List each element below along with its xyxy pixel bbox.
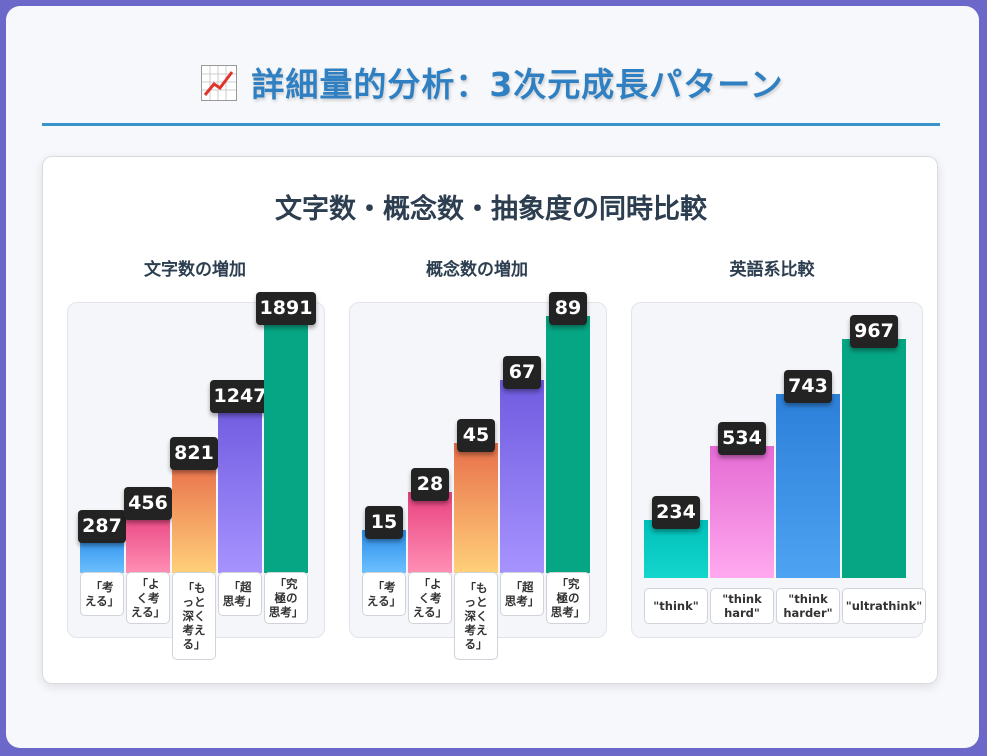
- chart-bar: [264, 316, 308, 573]
- bar-value-label: 1247: [210, 379, 270, 413]
- bar-value-label: 821: [170, 437, 218, 471]
- category-label-line: 「考: [90, 580, 114, 594]
- card-title: 文字数・概念数・抽象度の同時比較: [275, 194, 707, 225]
- chart-panel-english-comparison: 234 "think" 534 "think hard" 743 "think harder"…: [631, 302, 926, 638]
- comparison-card: 文字数・概念数・抽象度の同時比較 文字数の増加 概念数の増加 英語系比較 287…: [42, 156, 938, 684]
- category-label-line: る」: [464, 637, 488, 651]
- chart-bar: [126, 511, 170, 573]
- category-label-line: 考え: [464, 623, 488, 637]
- category-label-line: "think": [653, 599, 699, 613]
- bar-value-label: 743: [784, 370, 832, 404]
- bar-value-label: 89: [549, 292, 587, 325]
- category-label-line: 深く: [182, 609, 206, 623]
- category-label-line: 思考」: [222, 594, 258, 608]
- page-title-text: 詳細量的分析：3次元成長パターン: [251, 65, 784, 104]
- category-label-line: 思考」: [504, 594, 540, 608]
- bar-value-label: 234: [652, 496, 700, 530]
- chart-bar: [218, 403, 262, 573]
- bar-value-label: 28: [411, 468, 449, 502]
- category-label-line: 考え: [182, 623, 206, 637]
- category-label-line: える」: [84, 594, 120, 608]
- category-label-line: 「も: [464, 581, 488, 595]
- category-label: 「超 思考」: [218, 572, 262, 616]
- category-label-line: harder": [783, 606, 833, 620]
- category-label: "think harder": [776, 588, 840, 624]
- chart-panel-concept-count: 15 「考 える」 28 「よ く考 える」 45 「も っと 深く 考え る」 67 「超 思考」 89 「究極…: [349, 292, 607, 660]
- category-label: "think hard": [710, 588, 774, 624]
- category-label: "ultrathink": [842, 588, 926, 624]
- bar-value-label: 15: [365, 505, 403, 539]
- category-label-line: 深く: [464, 609, 488, 623]
- category-label-line: 思考」: [268, 605, 304, 619]
- category-label-line: 思考」: [550, 605, 586, 619]
- category-label-line: る」: [182, 637, 206, 651]
- category-label-line: 「よ: [418, 577, 442, 591]
- chart-bar: [546, 316, 590, 573]
- category-label: 「考 える」: [362, 572, 406, 616]
- bar-value-label: 534: [718, 422, 766, 456]
- category-label-line: "think: [722, 592, 762, 606]
- category-label-line: える」: [366, 594, 402, 608]
- chart-bar: [408, 492, 452, 573]
- category-label-line: 極の: [556, 591, 580, 605]
- chart-bar: [644, 520, 708, 578]
- category-label: 「よ く考 える」: [408, 572, 452, 624]
- category-label: 「も っと 深く 考え る」: [454, 572, 498, 660]
- category-label-line: "ultrathink": [845, 599, 923, 613]
- chart-bar: [172, 461, 216, 573]
- bar-value-label: 456: [124, 487, 172, 521]
- category-label-line: hard": [724, 606, 760, 620]
- chart-title-concept-count: 概念数の増加: [426, 260, 528, 280]
- category-label: 「も っと 深く 考え る」: [172, 572, 216, 660]
- category-label-line: 「考: [372, 580, 396, 594]
- chart-bar: [710, 446, 774, 578]
- category-label: 「よ く考 える」: [126, 572, 170, 624]
- category-label: 「究 極の 思考」: [546, 572, 590, 624]
- bar-value-label: 67: [503, 355, 541, 389]
- category-label-line: える」: [412, 605, 448, 619]
- bar-value-label: 287: [78, 509, 126, 543]
- category-label-line: っと: [182, 595, 206, 609]
- category-label-line: 「超: [228, 580, 252, 594]
- category-label-line: える」: [130, 605, 166, 619]
- category-label-line: 「超: [510, 580, 534, 594]
- category-label: 「超 思考」: [500, 572, 544, 616]
- page-frame: 詳細量的分析：3次元成長パターン 文字数・概念数・抽象度の同時比較 文字数の増加…: [6, 6, 979, 748]
- chart-bar: [500, 379, 544, 573]
- category-label-line: く考: [136, 591, 160, 605]
- chart-title-english-comparison: 英語系比較: [729, 260, 815, 280]
- chart-bar: [842, 339, 906, 578]
- category-label: 「考 える」: [80, 572, 124, 616]
- page-title: 詳細量的分析：3次元成長パターン: [6, 58, 979, 106]
- category-label-line: っと: [464, 595, 488, 609]
- category-label-line: 「よ: [136, 577, 160, 591]
- category-label-line: 極の: [274, 591, 298, 605]
- chart-bar: [454, 443, 498, 573]
- category-label-line: 「も: [182, 581, 206, 595]
- bar-value-label: 967: [850, 315, 898, 348]
- category-label: "think": [644, 588, 708, 624]
- title-divider: [42, 123, 940, 126]
- chart-panel-character-count: 287 「考 える」 456 「よ く考 える」 821 「も っと 深く 考え る」 1247 「超 思考」…: [67, 292, 325, 660]
- chart-title-character-count: 文字数の増加: [144, 260, 246, 280]
- bar-value-label: 45: [457, 419, 495, 453]
- chart-increasing-icon: [201, 65, 238, 101]
- bar-value-label: 1891: [256, 292, 316, 325]
- chart-bar: [776, 394, 840, 578]
- category-label-line: "think: [788, 592, 828, 606]
- category-label-line: 「究: [556, 577, 580, 591]
- category-label: 「究 極の 思考」: [264, 572, 308, 624]
- category-label-line: く考: [418, 591, 442, 605]
- category-label-line: 「究: [274, 577, 298, 591]
